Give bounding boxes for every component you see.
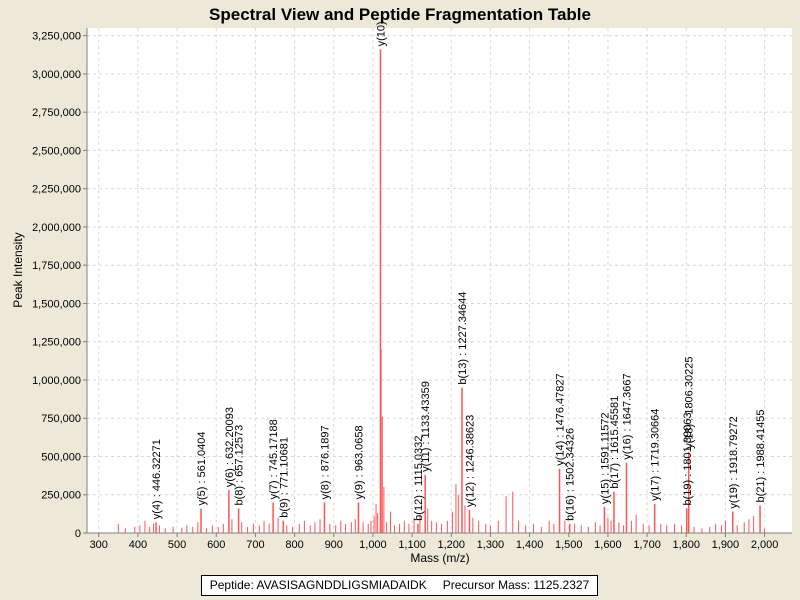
plot-area	[87, 28, 792, 533]
x-axis-ticks: 300 400 500 600 700 800 900 1,000 1,100 1,200 1,30…	[90, 533, 779, 551]
x-tick-label: 1,100	[398, 539, 426, 551]
ion-label: b(9) : 771.10681	[278, 437, 290, 518]
ion-label: y(12) : 1246.38623	[464, 415, 476, 507]
ion-label: b(12) : 1115.0332	[413, 436, 425, 521]
ion-label: b(21) : 1988.41455	[755, 409, 767, 502]
y-axis-label: Peak Intensity	[11, 232, 25, 307]
x-tick-label: 1,600	[594, 539, 622, 551]
x-tick-label: 600	[207, 539, 225, 551]
y-tick-label: 750,000	[41, 413, 81, 425]
ion-label: b(16) : 1502.34326	[565, 428, 577, 521]
ion-label: y(15) : 1591.11572	[599, 412, 611, 504]
x-tick-label: 800	[285, 539, 303, 551]
x-tick-label: 1,400	[516, 539, 544, 551]
ion-label: y(16) : 1647.3667	[621, 373, 633, 459]
ion-label: b(13) : 1227.34644	[457, 292, 469, 385]
ion-label: y(7) : 745.17188	[268, 419, 280, 499]
y-tick-label: 2,000,000	[32, 222, 81, 234]
y-tick-label: 1,250,000	[32, 337, 81, 349]
y-tick-label: 3,250,000	[32, 31, 81, 43]
chart-title: Spectral View and Peptide Fragmentation …	[209, 5, 591, 24]
x-tick-label: 1,300	[477, 539, 505, 551]
ion-label: b(8) : 657.12573	[234, 425, 246, 506]
precursor-mass: Precursor Mass: 1125.2327	[442, 578, 590, 592]
ion-label: b(17) : 1615.45581	[609, 396, 621, 489]
x-tick-label: 1,900	[712, 539, 740, 551]
x-tick-label: 300	[90, 539, 108, 551]
x-tick-label: 1,800	[672, 539, 700, 551]
ion-label: b(19) : 1801.39063	[682, 413, 694, 506]
x-tick-label: 1,500	[555, 539, 583, 551]
y-tick-label: 0	[75, 528, 81, 540]
ion-label: y(19) : 1918.79272	[728, 416, 740, 508]
ion-label: y(8) : 876.1897	[319, 425, 331, 499]
y-tick-label: 3,000,000	[32, 69, 81, 81]
x-tick-label: 400	[129, 539, 147, 551]
x-axis-label: Mass (m/z)	[410, 551, 469, 565]
ion-label: y(18) : 1806.30225	[684, 357, 696, 449]
ion-labels: y(4) : 446.32271 y(5) : 561.0404 y(6) : 63…	[151, 21, 767, 520]
y-tick-label: 1,500,000	[32, 298, 81, 310]
x-tick-label: 1,000	[359, 539, 387, 551]
y-tick-label: 1,750,000	[32, 260, 81, 272]
spectrum-chart: y(4) : 446.32271 y(5) : 561.0404 y(6) : 63…	[11, 5, 792, 565]
grid-lines	[87, 28, 792, 534]
ion-label: y(17) : 1719.30664	[650, 409, 662, 501]
ion-label: y(14) : 1476.47827	[555, 373, 567, 465]
y-tick-label: 500,000	[41, 451, 81, 463]
ion-label: y(6) : 632.20093	[224, 407, 236, 487]
ion-label: y(4) : 446.32271	[151, 439, 163, 519]
x-tick-label: 1,700	[633, 539, 661, 551]
x-tick-label: 1,200	[437, 539, 465, 551]
y-tick-label: 2,500,000	[32, 145, 81, 157]
peaks	[117, 49, 766, 533]
peptide-info-box: Peptide: AVASISAGNDDLIGSMIADAIDK Precurso…	[201, 575, 598, 596]
ion-label: y(11) : 1133.43359	[420, 381, 432, 472]
x-tick-label: 700	[246, 539, 264, 551]
x-tick-label: 500	[168, 539, 186, 551]
ion-label: y(5) : 561.0404	[196, 432, 208, 506]
y-tick-label: 2,750,000	[32, 107, 81, 119]
peptide-sequence: Peptide: AVASISAGNDDLIGSMIADAIDK	[209, 578, 427, 592]
y-tick-label: 250,000	[41, 490, 81, 502]
ion-label: y(10)	[375, 21, 387, 46]
y-tick-label: 1,000,000	[32, 375, 81, 387]
x-tick-label: 2,000	[751, 539, 779, 551]
x-tick-label: 900	[325, 539, 343, 551]
ion-label: y(9) : 963.0658	[353, 425, 365, 499]
y-tick-label: 2,250,000	[32, 184, 81, 196]
y-axis-ticks: 0 250,000 500,000 750,000 1,000,000 1,250,000…	[32, 31, 87, 540]
